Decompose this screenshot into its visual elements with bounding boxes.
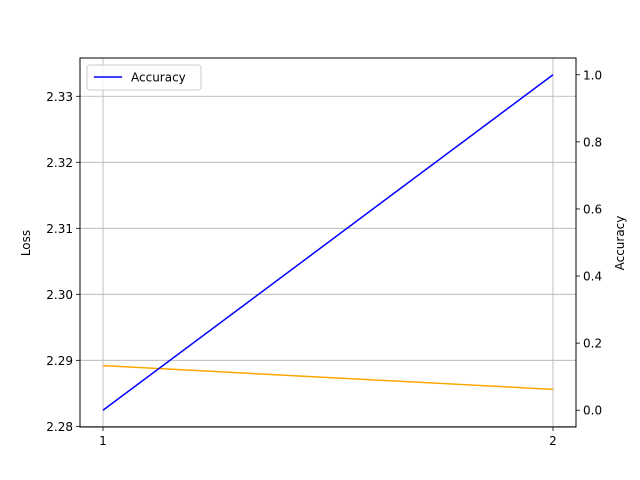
ticks-layer: 1 2 2.28 2.29 2.30 2.31 2.32 2.33 0.0 0.2 0.4 0.6 0.… [46, 68, 602, 448]
y-tick-label-right: 0.0 [583, 404, 602, 418]
y-tick-label-left: 2.29 [46, 354, 73, 368]
y-tick-label-left: 2.31 [46, 222, 73, 236]
left-series-line [102, 364, 554, 391]
y-tick-label-right: 0.4 [583, 270, 602, 284]
legend: Accuracy [86, 64, 202, 91]
plot-frame [79, 57, 577, 428]
y-tick-label-right: 0.2 [583, 337, 602, 351]
y-axis-label-right: Accuracy [613, 216, 627, 271]
y-tick-label-left: 2.30 [46, 288, 73, 302]
y-tick-label-right: 0.8 [583, 135, 602, 149]
legend-label-accuracy: Accuracy [131, 71, 186, 85]
x-tick-label: 1 [99, 434, 107, 448]
y-tick-label-right: 0.6 [583, 202, 602, 216]
y-tick-label-left: 2.28 [46, 420, 73, 434]
accuracy-series-line [102, 74, 554, 411]
y-axis-label-left: Loss [19, 230, 33, 256]
y-tick-label-right: 1.0 [583, 68, 602, 82]
grid [80, 58, 576, 427]
series-layer [102, 74, 554, 411]
y-tick-label-left: 2.33 [46, 90, 73, 104]
y-tick-label-left: 2.32 [46, 156, 73, 170]
x-tick-label: 2 [549, 434, 557, 448]
legend-box [86, 64, 202, 91]
